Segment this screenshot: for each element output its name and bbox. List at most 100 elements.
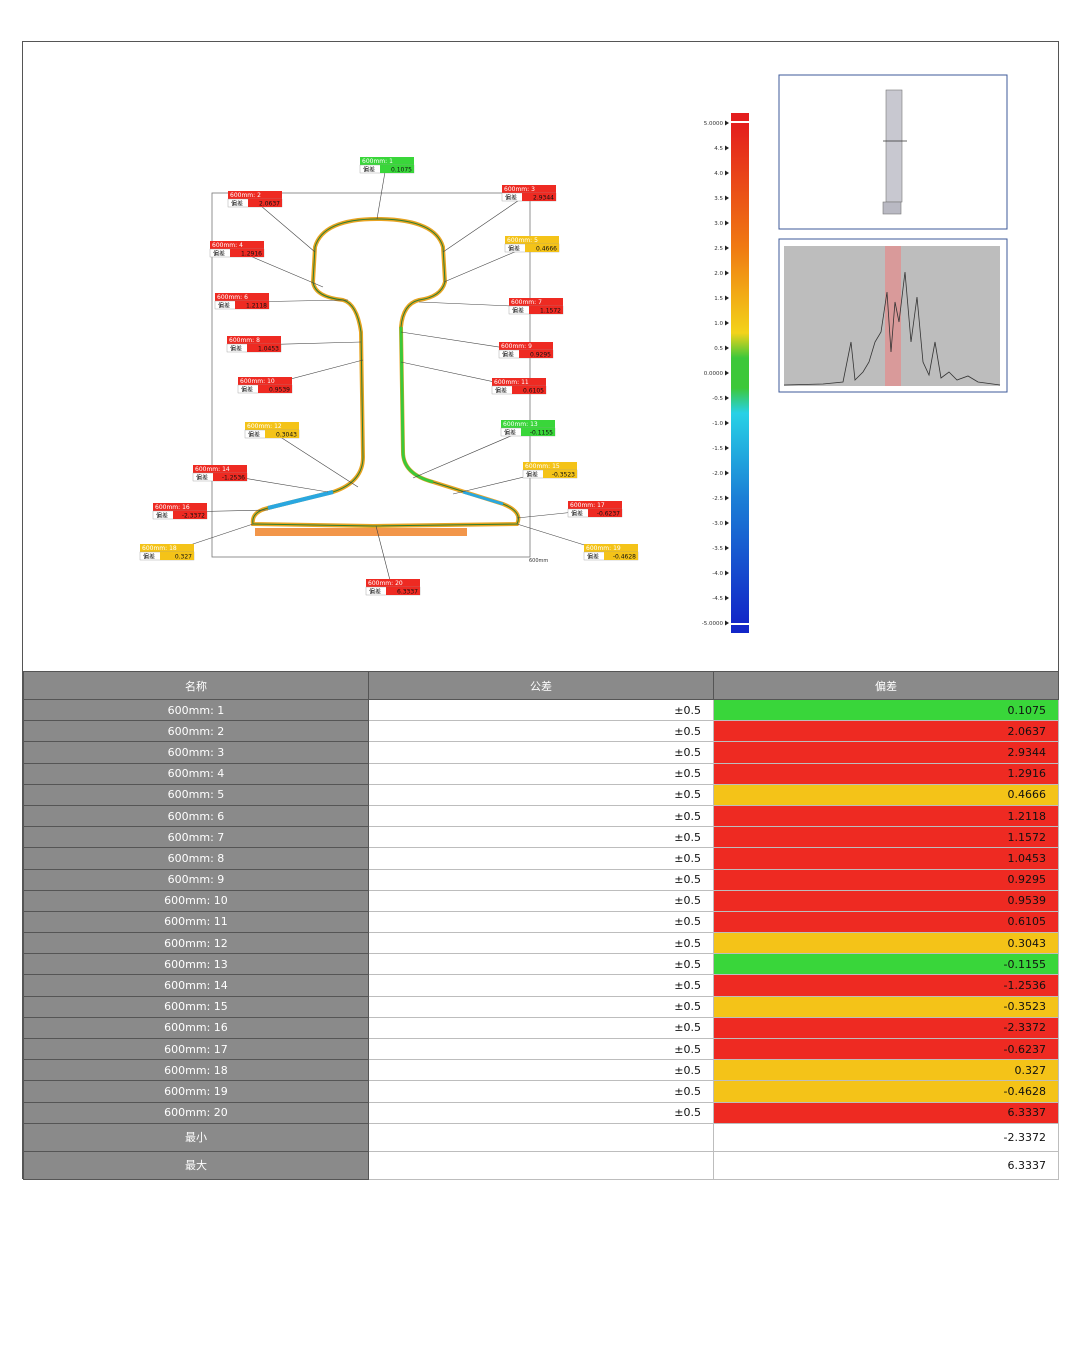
callout-leader (375, 525, 393, 589)
scale-tick-label: -1.5 (712, 446, 723, 452)
callout-name: 600mm: 18 (142, 545, 177, 552)
deviation-callout: 600mm: 1偏差 0.1075 (359, 157, 415, 220)
table-row: 600mm: 5 ±0.5 0.4666 (23, 783, 1059, 806)
callout-value-bg (230, 249, 264, 257)
callout-value-bg (380, 165, 414, 173)
callout-name: 600mm: 14 (195, 466, 230, 473)
row-deviation: 2.0637 (713, 720, 1059, 743)
callout-key: 偏差 (241, 386, 253, 394)
scale-tick-marker (725, 620, 729, 626)
callout-header (228, 191, 282, 199)
row-name: 600mm: 18 (23, 1059, 369, 1082)
scale-tick-label: -4.5 (712, 596, 723, 602)
scale-tick-label: 2.0 (714, 271, 723, 277)
table-row: 600mm: 1 ±0.5 0.1075 (23, 698, 1059, 722)
color-scale: 5.0000 4.5 4.0 3.5 3.0 2.5 2.0 1.5 1.0 0.5 0.0000 -… (702, 113, 749, 633)
callout-name: 600mm: 17 (570, 502, 605, 509)
row-tolerance: ±0.5 (368, 1016, 714, 1040)
deviation-callout: 600mm: 7偏差 1.1572 (418, 298, 564, 315)
side-view-inset (778, 74, 1008, 230)
summary-row: 最大 6.3337 (23, 1150, 1059, 1180)
header-deviation: 偏差 (713, 671, 1059, 700)
row-name: 600mm: 2 (23, 720, 369, 743)
row-tolerance: ±0.5 (368, 953, 714, 976)
scale-tick-label: 0.0000 (704, 371, 724, 377)
table-row: 600mm: 12 ±0.5 0.3043 (23, 932, 1059, 955)
row-name: 600mm: 1 (23, 698, 369, 722)
callout-name: 600mm: 11 (494, 379, 529, 386)
row-deviation: 0.3043 (713, 932, 1059, 955)
table-header-row: 名称 公差 偏差 (23, 671, 1059, 700)
row-name: 600mm: 16 (23, 1016, 369, 1040)
callout-key: 偏差 (218, 302, 230, 310)
scale-tick-marker (725, 345, 729, 351)
table-row: 600mm: 2 ±0.5 2.0637 (23, 720, 1059, 743)
row-tolerance: ±0.5 (368, 741, 714, 764)
rail-base-deviation-band (255, 528, 467, 536)
callout-header (505, 236, 559, 244)
rail-section-nominal (252, 218, 519, 527)
table-row: 600mm: 17 ±0.5 -0.6237 (23, 1037, 1059, 1061)
side-view-part-foot (882, 201, 902, 215)
scale-tick-label: -3.0 (712, 521, 723, 527)
row-deviation: 1.2916 (713, 762, 1059, 785)
callout-value-bg (173, 511, 207, 519)
callout-deviation: 1.0453 (258, 346, 279, 353)
table-body: 600mm: 1 ±0.5 0.1075 600mm: 2 ±0.5 2.0637 600m… (23, 698, 1059, 1180)
deviation-callout: 600mm: 5偏差 0.4666 (443, 236, 560, 283)
scale-tick-label: -0.5 (712, 396, 723, 402)
table-row: 600mm: 9 ±0.5 0.9295 (23, 868, 1059, 891)
callout-key: 偏差 (196, 474, 208, 482)
callout-deviation: -2.3372 (182, 513, 205, 520)
callout-key: 偏差 (505, 194, 517, 202)
callout-value-bg (258, 385, 292, 393)
callout-header (523, 462, 577, 470)
inspection-report: 600mm 600mm: 1 偏差 0.1075 600mm: 2 偏差 2.0637 60… (22, 41, 1059, 1180)
callout-leader (270, 430, 359, 488)
row-name: 600mm: 14 (23, 974, 369, 997)
callout-deviation: 0.9539 (269, 387, 290, 394)
callout-deviation: 0.1075 (391, 167, 412, 174)
callout-key: 偏差 (363, 166, 375, 174)
callout-name: 600mm: 10 (240, 378, 275, 385)
callout-name: 600mm: 20 (368, 580, 403, 587)
callout-deviation: 0.327 (175, 554, 192, 561)
row-tolerance: ±0.5 (368, 698, 714, 722)
callout-name: 600mm: 3 (504, 186, 535, 193)
scale-tick-marker (725, 545, 729, 551)
table-row: 600mm: 16 ±0.5 -2.3372 (23, 1016, 1059, 1040)
callout-deviation: 2.0637 (259, 201, 280, 208)
callout-header (492, 378, 546, 386)
callout-value-bg (522, 193, 556, 201)
callout-deviation: -0.1155 (530, 430, 553, 437)
callout-name: 600mm: 5 (507, 237, 538, 244)
row-deviation: 1.1572 (713, 826, 1059, 849)
callout-value-bg (386, 587, 420, 595)
deviation-callout: 600mm: 3偏差 2.9344 (442, 185, 557, 253)
scale-tick-label: -3.5 (712, 546, 723, 552)
row-deviation: 1.2118 (713, 804, 1059, 828)
scale-tick-marker (725, 595, 729, 601)
table-row: 600mm: 15 ±0.5 -0.3523 (23, 995, 1059, 1018)
deviation-callout: 600mm: 2偏差 2.0637 (227, 191, 316, 253)
callout-header (509, 298, 563, 306)
callout-key: 偏差 (248, 431, 260, 439)
callout-header (238, 377, 292, 385)
callout-key: 偏差 (504, 429, 516, 437)
scale-tick-label: -2.5 (712, 496, 723, 502)
table-row: 600mm: 14 ±0.5 -1.2536 (23, 974, 1059, 997)
callout-name: 600mm: 8 (229, 337, 260, 344)
scale-tick-label: 3.0 (714, 221, 723, 227)
summary-value: -2.3372 (713, 1122, 1059, 1152)
row-deviation: -0.4628 (713, 1080, 1059, 1103)
callout-key: 偏差 (508, 245, 520, 253)
